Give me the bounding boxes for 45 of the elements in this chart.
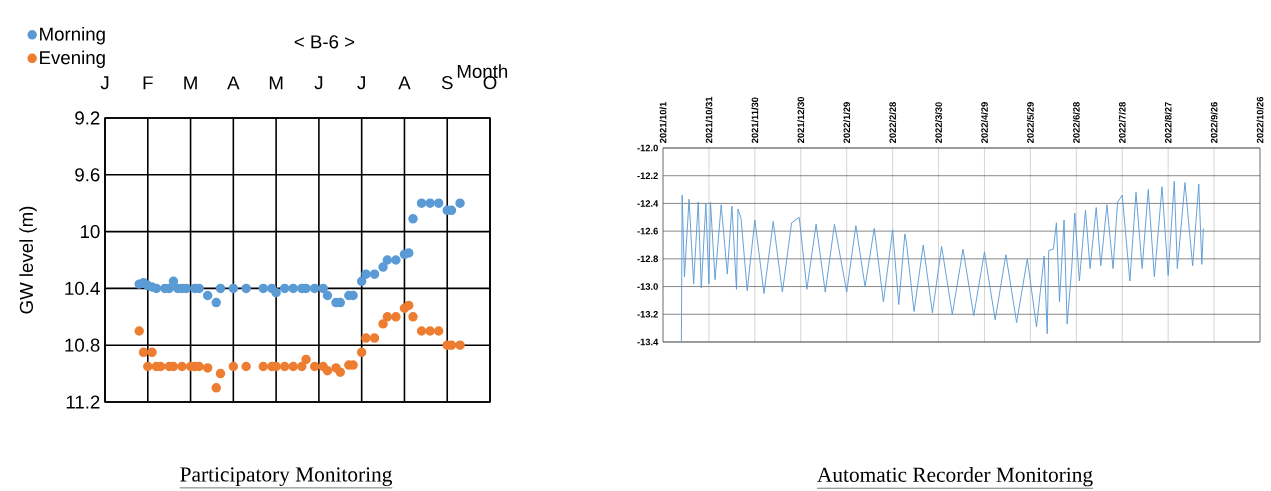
text: Automatic Recorder Monitoring <box>817 466 1093 487</box>
y-tick-label: 11.2 <box>66 395 100 409</box>
x-tick-label: 2021/10/1 <box>659 102 667 143</box>
y-tick-label: 9.2 <box>75 111 100 125</box>
x-tick-label: 2022/9/26 <box>1210 102 1218 143</box>
x-tick-label: A <box>227 76 240 90</box>
x-tick-label: 2022/5/29 <box>1026 102 1034 143</box>
x-tick-label: 2022/4/29 <box>981 102 988 143</box>
x-tick-label: 2022/2/28 <box>889 102 897 143</box>
x-tick-label: J <box>314 76 323 90</box>
legend-label: Morning <box>40 27 105 45</box>
x-tick-label: 2022/10/26 <box>1256 96 1264 143</box>
x-tick-label: 2022/7/28 <box>1118 102 1126 143</box>
x-tick-label: M <box>184 76 197 90</box>
x-tick-label: O <box>483 76 497 90</box>
y-tick-label: -13.2 <box>637 310 658 318</box>
x-tick-label: J <box>100 76 109 90</box>
y-tick-label: -12.8 <box>637 255 658 263</box>
y-tick-label: 10 <box>80 224 100 239</box>
chart-title: < B-6 > <box>294 35 355 49</box>
x-tick-label: 2022/3/30 <box>935 102 943 143</box>
x-tick-label: J <box>357 76 365 90</box>
x-tick-label: M <box>269 76 283 90</box>
legend-label: Evening <box>40 50 105 68</box>
x-tick-label: 2021/10/31 <box>705 96 713 143</box>
y-tick-label: -13.4 <box>637 338 659 346</box>
y-tick-label: -12.6 <box>637 227 658 235</box>
x-tick-label: 2022/1/29 <box>843 102 851 143</box>
y-tick-label: -12.2 <box>637 172 658 179</box>
y-tick-label: -12.0 <box>637 144 658 152</box>
x-tick-label: F <box>143 76 153 90</box>
y-tick-label: -12.4 <box>637 200 659 207</box>
y-tick-label: 10.8 <box>65 338 100 352</box>
y-tick-label: 10.4 <box>65 281 100 296</box>
x-tick-label: 2022/8/27 <box>1164 102 1172 143</box>
x-tick-label: 2021/12/30 <box>797 96 805 143</box>
x-tick-label: A <box>398 76 411 90</box>
y-tick-label: -13.0 <box>637 283 658 290</box>
x-tick-label: 2021/11/30 <box>751 97 759 143</box>
x-tick-label: S <box>441 76 453 90</box>
y-tick-label: 9.6 <box>75 168 100 182</box>
text: Participatory Monitoring <box>180 467 392 487</box>
x-tick-label: 2022/6/28 <box>1072 102 1080 143</box>
y-axis-title: GW level (m) <box>19 206 37 314</box>
x-axis-title: Month <box>457 64 508 78</box>
